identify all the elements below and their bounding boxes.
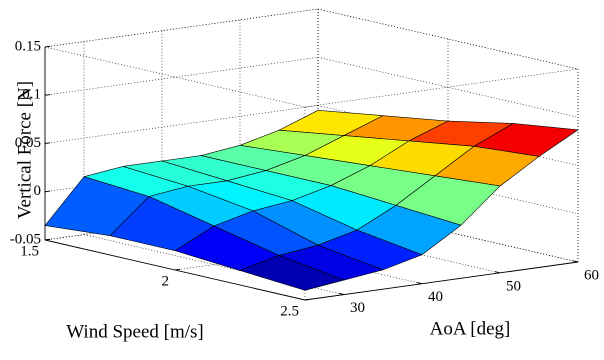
z-tick bbox=[44, 45, 51, 48]
grid-line bbox=[317, 8, 579, 70]
y-tick-label: 2.5 bbox=[280, 303, 299, 319]
grid-line bbox=[317, 153, 579, 215]
z-axis-label: Vertical Force [N] bbox=[14, 81, 35, 219]
x-tick-label: 30 bbox=[350, 300, 365, 316]
x-tick bbox=[416, 282, 423, 285]
z-tick-label: 0.15 bbox=[15, 38, 41, 54]
grid-line bbox=[317, 56, 579, 118]
grid-line bbox=[317, 201, 579, 263]
y-tick bbox=[304, 298, 311, 301]
z-tick-label: 0 bbox=[34, 183, 42, 199]
z-tick-label: -0.05 bbox=[10, 231, 41, 247]
z-tick bbox=[44, 94, 51, 96]
y-tick bbox=[174, 268, 181, 271]
z-tick bbox=[44, 190, 51, 193]
box-edge bbox=[304, 68, 579, 108]
y-tick bbox=[44, 238, 51, 241]
x-tick-label: 60 bbox=[584, 267, 599, 283]
x-tick-label: 40 bbox=[428, 289, 443, 305]
x-tick bbox=[338, 292, 345, 296]
box-edge bbox=[44, 46, 306, 108]
x-tick bbox=[572, 260, 579, 263]
z-tick-label: 0.05 bbox=[15, 135, 41, 151]
surface-patch bbox=[239, 255, 345, 291]
grid-line bbox=[44, 201, 319, 241]
grid-line bbox=[44, 105, 319, 144]
grid-line bbox=[239, 212, 501, 274]
grid-line bbox=[161, 223, 423, 285]
x-tick bbox=[494, 271, 501, 274]
x-axis-line bbox=[304, 261, 579, 301]
y-tick-label: 2 bbox=[162, 273, 170, 289]
z-tick bbox=[44, 142, 51, 144]
y-tick-label: 1.5 bbox=[20, 243, 39, 259]
grid-line bbox=[44, 56, 319, 96]
grid-line bbox=[44, 8, 319, 48]
z-tick-label: 0.1 bbox=[22, 87, 41, 103]
x-tick-label: 50 bbox=[506, 278, 521, 294]
y-axis-label: Wind Speed [m/s] bbox=[66, 321, 204, 342]
x-axis-label: AoA [deg] bbox=[430, 318, 511, 339]
